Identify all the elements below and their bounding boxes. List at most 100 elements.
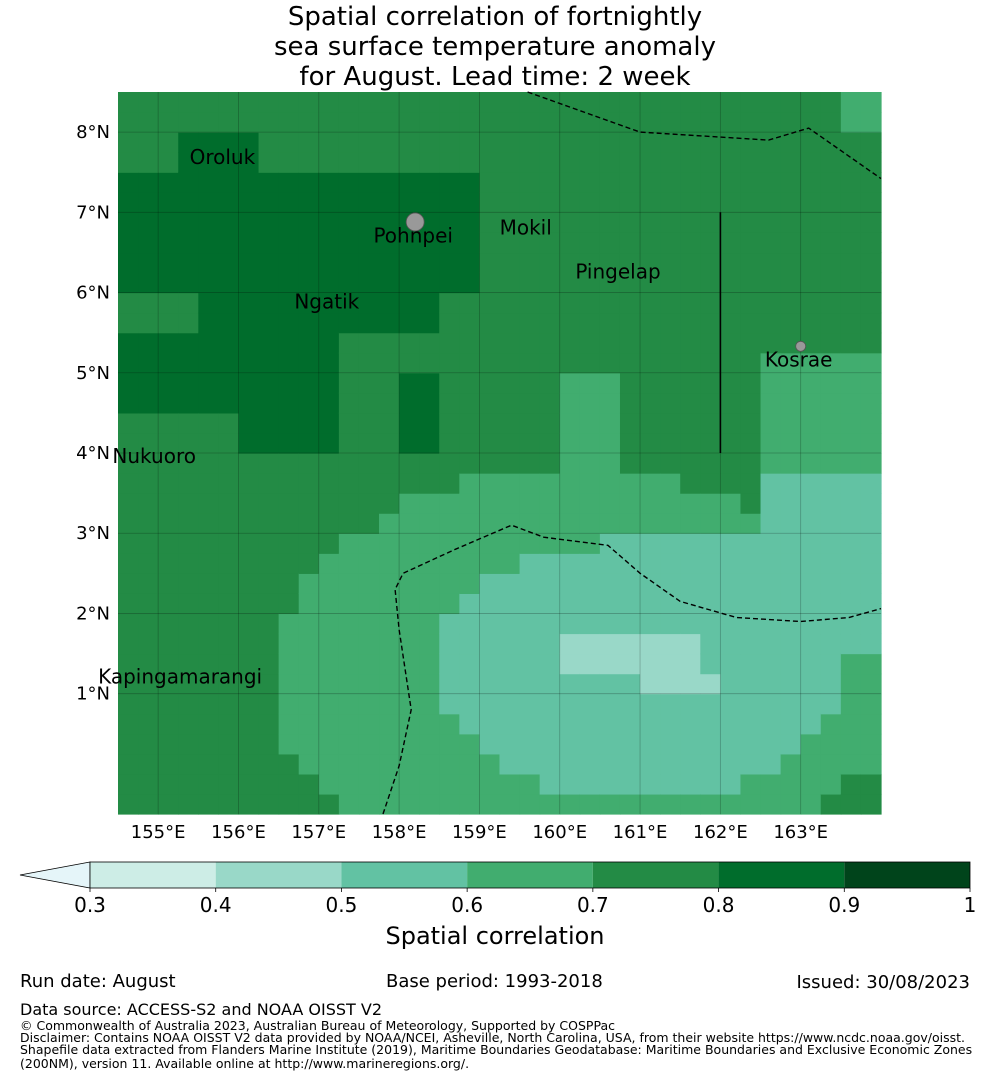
grid-cell (780, 473, 802, 494)
grid-cell (118, 693, 139, 715)
grid-cell (760, 573, 782, 594)
grid-cell (599, 352, 621, 374)
grid-cell (479, 352, 501, 374)
grid-cell (619, 372, 641, 394)
grid-cell (278, 312, 300, 334)
grid-cell (158, 172, 179, 193)
grid-cell (780, 352, 802, 374)
grid-cell (860, 473, 882, 494)
grid-cell (660, 573, 681, 594)
grid-cell (559, 432, 581, 454)
grid-cell (379, 573, 400, 594)
grid-cell (399, 493, 420, 514)
grid-cell (118, 312, 139, 334)
grid-cell (399, 613, 420, 635)
grid-cell (419, 92, 440, 113)
grid-cell (358, 312, 380, 334)
grid-cell (640, 713, 661, 735)
grid-cell (499, 533, 521, 554)
grid-cell (338, 713, 360, 735)
grid-cell (439, 312, 460, 334)
grid-cell (820, 132, 842, 153)
grid-cell (178, 332, 199, 354)
lon-tick-label: 163°E (773, 822, 828, 843)
grid-cell (760, 593, 782, 615)
grid-cell (358, 793, 380, 815)
grid-cell (820, 252, 842, 274)
grid-cell (740, 673, 762, 695)
title-line-3: for August. Lead time: 2 week (299, 62, 691, 92)
grid-cell (720, 533, 742, 554)
grid-cell (358, 493, 380, 514)
grid-cell (358, 533, 380, 554)
grid-cell (419, 312, 440, 334)
grid-cell (680, 633, 701, 655)
grid-cell (780, 753, 802, 775)
grid-cell (218, 432, 240, 454)
grid-cell (619, 653, 641, 675)
grid-cell (680, 132, 701, 153)
grid-cell (278, 392, 300, 414)
grid-cell (479, 292, 501, 314)
grid-cell (820, 653, 842, 675)
islands (405, 212, 807, 352)
grid-cell (559, 653, 581, 675)
grid-cell (539, 573, 561, 594)
grid-cell (700, 533, 721, 554)
grid-cell (760, 152, 782, 173)
grid-cell (459, 733, 481, 755)
grid-cell (379, 633, 400, 655)
grid-cell (298, 92, 320, 113)
grid-cell (700, 553, 721, 574)
grid-cell (358, 192, 380, 213)
grid-cell (338, 92, 360, 113)
grid-cell (780, 553, 802, 574)
lon-tick-label: 159°E (452, 822, 507, 843)
grid-cell (619, 312, 641, 334)
grid-cell (399, 453, 420, 474)
grid-cell (198, 453, 219, 474)
grid-cell (800, 793, 822, 815)
grid-cell (660, 92, 681, 113)
grid-cell (539, 753, 561, 775)
grid-cell (439, 92, 460, 113)
grid-cell (379, 392, 400, 414)
grid-cell (640, 272, 661, 294)
grid-cell (138, 392, 159, 414)
grid-cell (178, 252, 199, 274)
grid-cell (439, 553, 460, 574)
grid-cell (178, 753, 199, 775)
grid-cell (740, 713, 762, 735)
grid-cell (780, 312, 802, 334)
grid-cell (800, 92, 822, 113)
grid-cell (318, 753, 340, 775)
grid-cell (499, 432, 521, 454)
grid-cell (820, 753, 842, 775)
grid-cell (579, 152, 601, 173)
grid-cell (680, 733, 701, 755)
grid-cell (800, 553, 822, 574)
grid-cell (419, 613, 440, 635)
grid-cell (138, 192, 159, 213)
grid-cell (479, 673, 501, 695)
grid-cell (559, 773, 581, 795)
grid-cell (760, 553, 782, 574)
run-date: Run date: August (20, 971, 176, 992)
grid-cell (720, 693, 742, 715)
grid-cell (238, 332, 260, 354)
grid-cell (499, 653, 521, 675)
grid-cell (559, 673, 581, 695)
grid-cell (760, 232, 782, 254)
grid-cell (680, 553, 701, 574)
grid-cell (800, 172, 822, 193)
grid-cell (298, 432, 320, 454)
grid-cell (780, 793, 802, 815)
grid-cell (138, 673, 159, 695)
grid-cell (358, 473, 380, 494)
grid-cell (479, 212, 501, 233)
grid-cell (680, 773, 701, 795)
grid-cell (860, 112, 882, 133)
grid-cell (218, 493, 240, 514)
grid-cell (138, 593, 159, 615)
grid-cell (358, 573, 380, 594)
